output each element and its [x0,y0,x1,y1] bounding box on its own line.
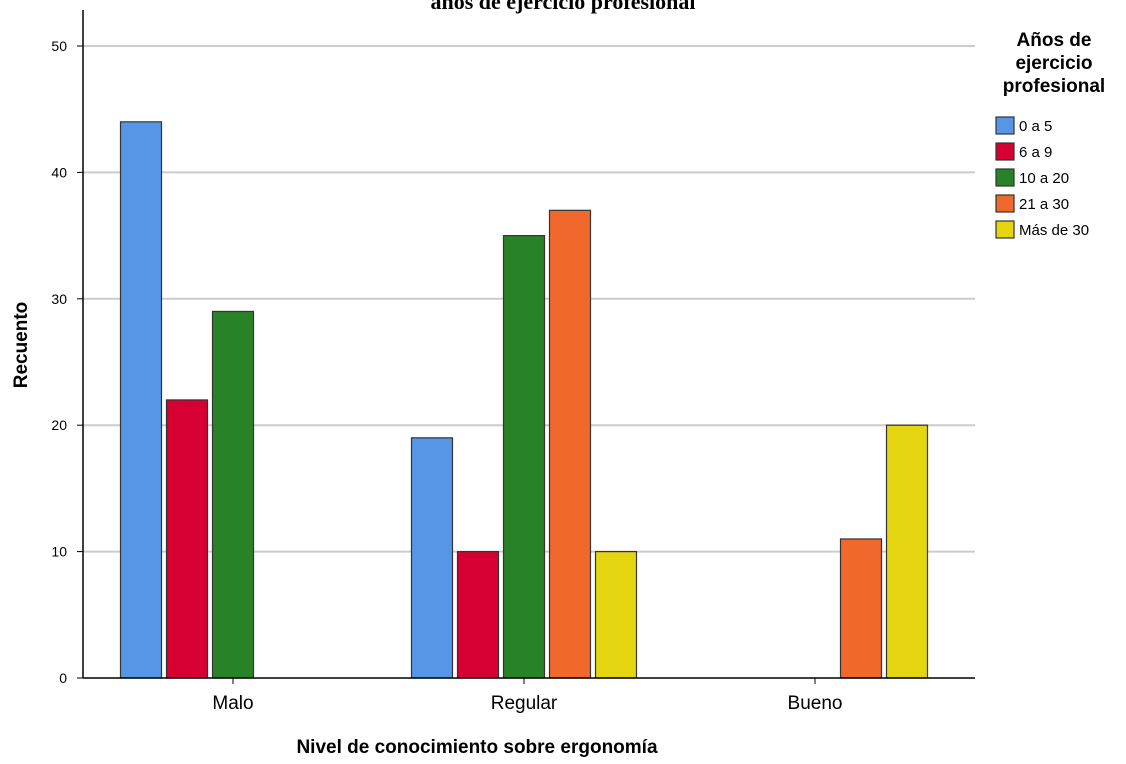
bar-malo-0 [119,121,163,679]
y-tick-label: 50 [51,38,67,54]
legend-swatch [995,220,1015,239]
legend-swatch [995,116,1015,135]
y-tick-label: 40 [51,164,67,180]
y-tick-labels: 0 10 20 30 40 50 [51,38,67,686]
bars [119,121,929,679]
bar-bueno-4 [885,424,929,679]
bar-regular-3 [548,209,592,679]
bar-regular-0 [410,437,454,679]
legend-label: 6 a 9 [1019,144,1052,161]
legend-label: 0 a 5 [1019,118,1052,135]
y-tick-label: 20 [51,417,67,433]
x-category-label: Malo [212,693,253,714]
bar-regular-4 [594,550,638,679]
legend-swatch [995,168,1015,187]
legend-title-line: Años de [1017,30,1092,51]
y-tick-label: 0 [59,670,67,686]
x-category-label: Bueno [788,693,843,714]
x-category-label: Regular [491,693,558,714]
y-axis-title: Recuento [11,302,32,389]
legend-title-line: ejercicio [1015,53,1092,74]
y-tick-label: 30 [51,291,67,307]
bar-malo-1 [165,399,209,679]
axes [77,10,975,684]
legend-title-line: profesional [1003,76,1105,97]
legend-swatch [995,194,1015,213]
legend-swatch [995,142,1015,161]
bar-malo-2 [211,310,255,679]
y-tick-label: 10 [51,544,67,560]
chart-title: años de ejercicio profesional [431,0,696,14]
bar-regular-2 [502,235,546,679]
x-axis-title: Nivel de conocimiento sobre ergonomía [296,737,658,758]
bar-regular-1 [456,550,500,679]
bar-bueno-3 [839,538,883,679]
x-category-labels: Malo Regular Bueno [212,693,842,714]
legend-label: 10 a 20 [1019,170,1069,187]
legend-label: Más de 30 [1019,222,1089,239]
legend-label: 21 a 30 [1019,196,1069,213]
